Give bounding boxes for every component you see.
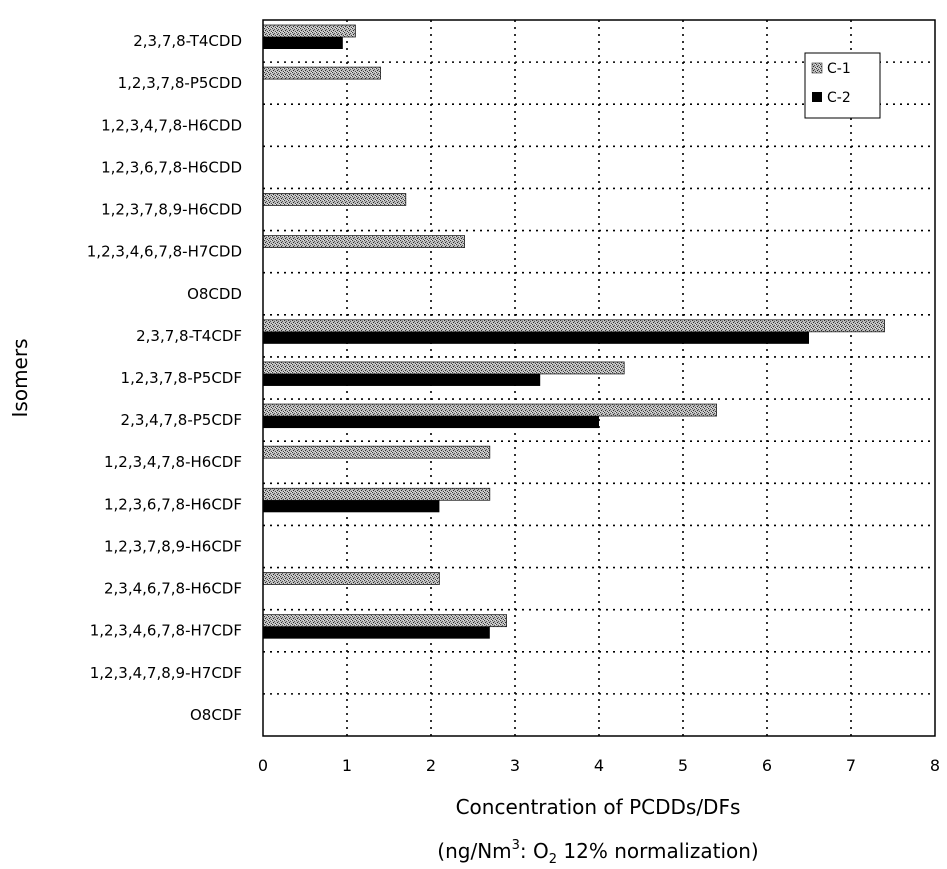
x-tick-labels: 0 1 2 3 4 5 6 7 8 [258, 756, 940, 775]
bars [262, 24, 885, 639]
category-label: 1,2,3,6,7,8-H6CDD [101, 158, 242, 176]
bar-c-1-7 [262, 319, 885, 333]
legend: C-1 C-2 [804, 52, 881, 119]
x-tick-label: 8 [930, 756, 940, 775]
category-label: 1,2,3,4,7,8-H6CDF [104, 453, 242, 471]
gridlines [263, 20, 935, 736]
bar-c-1-4 [262, 193, 407, 206]
bar-c-2-9 [263, 416, 599, 429]
x-tick-label: 3 [510, 756, 520, 775]
x-axis-subtitle: (ng/Nm3: O2 12% normalization) [437, 838, 758, 867]
plot-frame [262, 19, 936, 737]
x-axis-title: Concentration of PCDDs/DFs [456, 795, 741, 819]
x-tick-label: 0 [258, 756, 268, 775]
category-label: 2,3,7,8-T4CDD [133, 32, 242, 50]
bar-c-1-13 [262, 572, 440, 585]
bar-c-2-11 [263, 500, 440, 513]
legend-label-c2: C-2 [827, 90, 851, 106]
x-tick-label: 4 [594, 756, 604, 775]
category-label: 1,2,3,4,7,8,9-H7CDF [90, 664, 242, 682]
bar-c-1-0 [262, 24, 356, 38]
category-label: 1,2,3,4,7,8-H6CDD [101, 116, 242, 134]
category-label: O8CDD [187, 285, 242, 303]
category-label: 1,2,3,4,6,7,8-H7CDD [87, 243, 242, 261]
category-label: 1,2,3,7,8,9-H6CDF [104, 537, 242, 555]
category-labels: 2,3,7,8-T4CDD 1,2,3,7,8-P5CDD 1,2,3,4,7,8-… [87, 32, 242, 724]
category-label: 1,2,3,7,8-P5CDF [121, 369, 242, 387]
x-tick-label: 7 [846, 756, 856, 775]
bar-c-1-5 [262, 235, 466, 248]
bar-c-2-0 [263, 37, 343, 49]
legend-label-c1: C-1 [827, 61, 851, 77]
bar-c-1-1 [262, 66, 381, 80]
legend-swatch-c1 [811, 62, 823, 74]
y-axis-title: Isomers [8, 339, 32, 418]
category-label: 1,2,3,7,8-P5CDD [118, 74, 242, 92]
bar-c-1-11 [262, 487, 491, 501]
category-label: 2,3,4,7,8-P5CDF [121, 411, 242, 429]
category-label: 2,3,7,8-T4CDF [136, 327, 242, 345]
x-tick-label: 6 [762, 756, 772, 775]
bar-c-2-14 [263, 626, 490, 639]
category-label: 1,2,3,4,6,7,8-H7CDF [90, 622, 242, 640]
x-tick-label: 1 [342, 756, 352, 775]
bar-c-1-9 [262, 403, 718, 417]
bar-c-2-8 [263, 373, 541, 386]
bar-c-1-8 [262, 361, 625, 375]
x-tick-label: 2 [426, 756, 436, 775]
category-label: 1,2,3,6,7,8-H6CDF [104, 495, 242, 513]
category-label: O8CDF [190, 706, 242, 724]
category-label: 2,3,4,6,7,8-H6CDF [104, 580, 242, 598]
bar-c-1-14 [262, 614, 508, 628]
bar-c-2-7 [263, 331, 809, 344]
legend-swatch-c2 [812, 92, 822, 102]
x-tick-label: 5 [678, 756, 688, 775]
bar-c-1-10 [262, 445, 491, 459]
category-label: 1,2,3,7,8,9-H6CDD [101, 201, 242, 219]
